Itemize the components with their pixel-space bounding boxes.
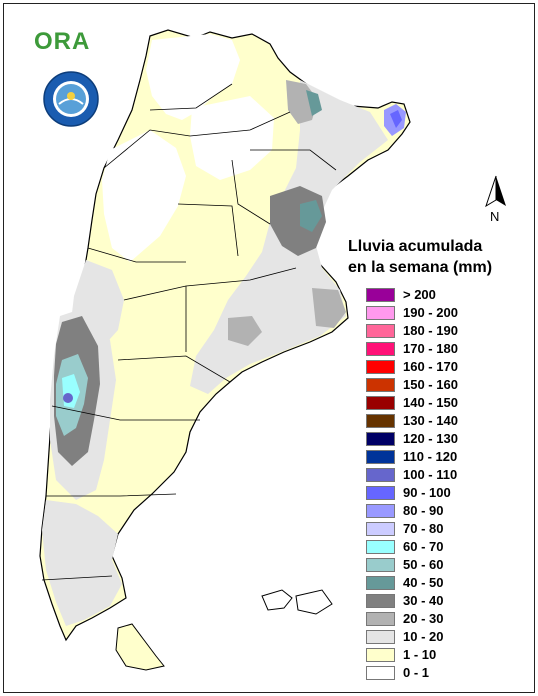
rain-zone-misiones-ring — [390, 110, 402, 128]
legend-item: 110 - 120 — [366, 448, 516, 466]
legend-label: 180 - 190 — [403, 323, 458, 338]
legend-swatch — [366, 558, 395, 572]
legend-label: 150 - 160 — [403, 377, 458, 392]
rain-zone-northeast-medium — [286, 80, 318, 124]
legend-swatch — [366, 432, 395, 446]
legend-swatch — [366, 630, 395, 644]
legend-swatch — [366, 306, 395, 320]
north-arrow-icon — [485, 175, 506, 208]
legend-swatch — [366, 594, 395, 608]
legend-item: 20 - 30 — [366, 610, 516, 628]
rain-zone-south-light — [42, 500, 122, 626]
legend-label: 120 - 130 — [403, 431, 458, 446]
rain-zone-entre-rios-strong — [300, 200, 322, 232]
legend-item: 90 - 100 — [366, 484, 516, 502]
north-label: N — [490, 209, 500, 224]
legend-item: 180 - 190 — [366, 322, 516, 340]
legend-label: 110 - 120 — [403, 449, 458, 464]
legend-swatch — [366, 396, 395, 410]
legend-label: 80 - 90 — [403, 503, 444, 518]
legend-swatch — [366, 324, 395, 338]
legend-item: 1 - 10 — [366, 646, 516, 664]
legend-label: 100 - 110 — [403, 467, 458, 482]
legend-item: 150 - 160 — [366, 376, 516, 394]
legend-swatch — [366, 360, 395, 374]
legend-swatch — [366, 504, 395, 518]
legend-swatch — [366, 576, 395, 590]
legend-item: 140 - 150 — [366, 394, 516, 412]
legend-swatch — [366, 378, 395, 392]
rain-zone-andes-core — [63, 393, 73, 403]
legend-label: 0 - 1 — [403, 665, 430, 680]
legend-swatch — [366, 612, 395, 626]
legend-title-line1: Lluvia acumulada — [348, 238, 483, 255]
legend-label: 20 - 30 — [403, 611, 444, 626]
legend-item: 50 - 60 — [366, 556, 516, 574]
legend-item: 40 - 50 — [366, 574, 516, 592]
legend-item: 160 - 170 — [366, 358, 516, 376]
province-borders — [41, 83, 337, 581]
legend-label: 30 - 40 — [403, 593, 444, 608]
islas-malvinas-west — [261, 589, 293, 611]
legend-item: 190 - 200 — [366, 304, 516, 322]
legend-label: 60 - 70 — [403, 539, 444, 554]
legend-item: 60 - 70 — [366, 538, 516, 556]
legend-label: 130 - 140 — [403, 413, 458, 428]
legend-label: 70 - 80 — [403, 521, 444, 536]
legend-label: 190 - 200 — [403, 305, 458, 320]
tierra-del-fuego — [115, 623, 165, 671]
legend-item: 100 - 110 — [366, 466, 516, 484]
legend-label: 1 - 10 — [403, 647, 437, 662]
legend-item: 120 - 130 — [366, 430, 516, 448]
ora-logo: ORA — [34, 28, 106, 58]
smn-logo — [43, 71, 99, 127]
legend-item: 30 - 40 — [366, 592, 516, 610]
legend-label: 170 - 180 — [403, 341, 458, 356]
legend-item: 10 - 20 — [366, 628, 516, 646]
legend-item: 170 - 180 — [366, 340, 516, 358]
legend-item: 0 - 1 — [366, 664, 516, 682]
legend-label: 160 - 170 — [403, 359, 458, 374]
legend-item: > 200 — [366, 286, 516, 304]
rain-zone-northeast-strong — [306, 90, 322, 116]
legend-swatch — [366, 648, 395, 662]
legend: > 200 190 - 200 180 - 190 170 - 180 160 - 17… — [366, 286, 516, 682]
rain-zone-la-pampa-spot — [228, 316, 262, 346]
legend-label: 90 - 100 — [403, 485, 451, 500]
legend-swatch — [366, 450, 395, 464]
legend-swatch — [366, 540, 395, 554]
rain-zone-buenos-aires — [312, 288, 346, 328]
legend-item: 130 - 140 — [366, 412, 516, 430]
legend-swatch — [366, 522, 395, 536]
legend-label: 40 - 50 — [403, 575, 444, 590]
legend-label: 10 - 20 — [403, 629, 444, 644]
legend-swatch — [366, 666, 395, 680]
legend-swatch — [366, 486, 395, 500]
legend-swatch — [366, 468, 395, 482]
legend-label: > 200 — [403, 287, 436, 302]
legend-swatch — [366, 342, 395, 356]
legend-swatch — [366, 288, 395, 302]
legend-label: 140 - 150 — [403, 395, 458, 410]
legend-swatch — [366, 414, 395, 428]
legend-item: 70 - 80 — [366, 520, 516, 538]
islas-malvinas-east — [295, 589, 333, 615]
dry-zone-chaco — [190, 96, 274, 180]
legend-title: Lluvia acumulada en la semana (mm) — [348, 236, 518, 278]
dry-zone-north — [146, 34, 240, 120]
legend-title-line2: en la semana (mm) — [348, 259, 493, 276]
legend-item: 80 - 90 — [366, 502, 516, 520]
ora-logo-text: ORA — [34, 28, 91, 55]
legend-label: 50 - 60 — [403, 557, 444, 572]
dry-zone-central-north — [102, 130, 186, 262]
